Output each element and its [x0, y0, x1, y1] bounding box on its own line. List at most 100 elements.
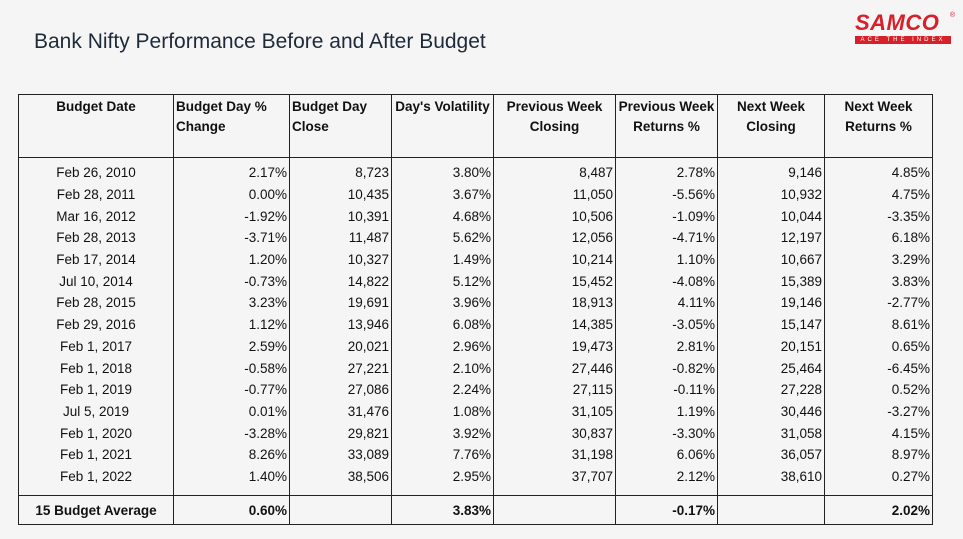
cell-next-week-closing: 30,446	[717, 400, 825, 423]
cell-previous-week-returns: -0.82%	[615, 357, 718, 379]
cell-previous-week-closing: 14,385	[493, 313, 616, 336]
cell-budget-date: Jul 10, 2014	[18, 270, 174, 293]
header-budget-day-change: Budget Day % Change	[173, 94, 290, 158]
spacer-cell	[391, 487, 494, 496]
spacer-cell	[717, 487, 825, 496]
table-row: Feb 1, 2021 8.26% 33,089 7.76% 31,198 6.06% 36…	[18, 443, 933, 466]
cell-previous-week-returns: 1.19%	[615, 400, 718, 423]
cell-next-week-returns: 3.83%	[824, 270, 933, 293]
cell-previous-week-returns: 2.12%	[615, 465, 718, 488]
table-row: Jul 5, 2019 0.01% 31,476 1.08% 31,105 1.19% 30…	[18, 400, 933, 423]
cell-next-week-closing: 20,151	[717, 335, 825, 358]
cell-next-week-closing: 36,057	[717, 443, 825, 466]
samco-logo: SAMCO ACE THE INDEX ®	[855, 12, 955, 48]
average-next-week-closing	[717, 495, 825, 526]
average-row: 15 Budget Average 0.60% 3.83% -0.17% 2.02%	[18, 495, 933, 526]
cell-previous-week-closing: 15,452	[493, 270, 616, 293]
cell-budget-date: Feb 29, 2016	[18, 313, 174, 336]
spacer-cell	[493, 487, 616, 496]
table-row: Feb 1, 2017 2.59% 20,021 2.96% 19,473 2.81% 20…	[18, 335, 933, 358]
cell-days-volatility: 2.96%	[391, 335, 494, 358]
cell-days-volatility: 5.12%	[391, 270, 494, 293]
cell-budget-date: Feb 26, 2010	[18, 157, 174, 184]
cell-previous-week-closing: 27,446	[493, 357, 616, 379]
cell-next-week-closing: 10,044	[717, 205, 825, 228]
cell-budget-date: Feb 1, 2018	[18, 357, 174, 379]
header-budget-date: Budget Date	[18, 94, 174, 158]
cell-next-week-returns: 3.29%	[824, 248, 933, 271]
cell-budget-date: Feb 1, 2021	[18, 443, 174, 466]
cell-previous-week-closing: 10,214	[493, 248, 616, 271]
header-days-volatility: Day's Volatility	[391, 94, 494, 158]
cell-budget-date: Feb 1, 2022	[18, 465, 174, 488]
cell-budget-date: Feb 28, 2015	[18, 292, 174, 314]
cell-days-volatility: 2.95%	[391, 465, 494, 488]
cell-budget-date: Feb 28, 2013	[18, 227, 174, 249]
cell-days-volatility: 5.62%	[391, 227, 494, 249]
cell-budget-date: Jul 5, 2019	[18, 400, 174, 423]
cell-budget-day-close: 10,327	[289, 248, 392, 271]
cell-budget-day-close: 14,822	[289, 270, 392, 293]
cell-previous-week-closing: 31,198	[493, 443, 616, 466]
table-row: Feb 28, 2013 -3.71% 11,487 5.62% 12,056 -4.71…	[18, 227, 933, 249]
spacer-cell	[289, 487, 392, 496]
cell-next-week-closing: 27,228	[717, 378, 825, 401]
cell-next-week-closing: 38,610	[717, 465, 825, 488]
average-budget-day-close	[289, 495, 392, 526]
cell-previous-week-closing: 27,115	[493, 378, 616, 401]
cell-next-week-returns: -2.77%	[824, 292, 933, 314]
cell-days-volatility: 4.68%	[391, 205, 494, 228]
cell-next-week-returns: 4.15%	[824, 422, 933, 444]
cell-previous-week-closing: 18,913	[493, 292, 616, 314]
cell-previous-week-closing: 31,105	[493, 400, 616, 423]
cell-budget-date: Feb 28, 2011	[18, 183, 174, 206]
cell-previous-week-returns: 2.78%	[615, 157, 718, 184]
cell-days-volatility: 3.67%	[391, 183, 494, 206]
cell-next-week-returns: 0.52%	[824, 378, 933, 401]
cell-days-volatility: 2.10%	[391, 357, 494, 379]
table-body: Feb 26, 2010 2.17% 8,723 3.80% 8,487 2.78% 9,1…	[18, 157, 933, 526]
cell-next-week-returns: -3.35%	[824, 205, 933, 228]
cell-budget-day-close: 19,691	[289, 292, 392, 314]
cell-previous-week-returns: -3.30%	[615, 422, 718, 444]
cell-budget-day-change: 2.59%	[173, 335, 290, 358]
cell-budget-day-close: 11,487	[289, 227, 392, 249]
header-previous-week-returns: Previous Week Returns %	[615, 94, 718, 158]
average-days-volatility: 3.83%	[391, 495, 494, 526]
cell-budget-day-close: 27,086	[289, 378, 392, 401]
cell-next-week-returns: 0.65%	[824, 335, 933, 358]
cell-previous-week-returns: -0.11%	[615, 378, 718, 401]
cell-next-week-closing: 10,667	[717, 248, 825, 271]
table-row: Feb 1, 2020 -3.28% 29,821 3.92% 30,837 -3.30%…	[18, 422, 933, 444]
cell-days-volatility: 2.24%	[391, 378, 494, 401]
cell-previous-week-closing: 12,056	[493, 227, 616, 249]
cell-previous-week-returns: 6.06%	[615, 443, 718, 466]
spacer-cell	[173, 487, 290, 496]
cell-next-week-closing: 9,146	[717, 157, 825, 184]
cell-next-week-closing: 25,464	[717, 357, 825, 379]
table-row: Jul 10, 2014 -0.73% 14,822 5.12% 15,452 -4.08…	[18, 270, 933, 293]
cell-budget-day-change: 0.00%	[173, 183, 290, 206]
cell-previous-week-closing: 30,837	[493, 422, 616, 444]
cell-next-week-closing: 15,147	[717, 313, 825, 336]
cell-budget-day-change: 1.12%	[173, 313, 290, 336]
cell-budget-day-close: 8,723	[289, 157, 392, 184]
cell-next-week-returns: 8.97%	[824, 443, 933, 466]
cell-budget-day-change: -1.92%	[173, 205, 290, 228]
cell-budget-day-close: 10,435	[289, 183, 392, 206]
cell-budget-day-close: 13,946	[289, 313, 392, 336]
cell-days-volatility: 7.76%	[391, 443, 494, 466]
registered-mark-icon: ®	[949, 12, 955, 19]
cell-previous-week-returns: -4.08%	[615, 270, 718, 293]
cell-budget-day-change: -0.77%	[173, 378, 290, 401]
spacer-cell	[615, 487, 718, 496]
cell-days-volatility: 3.92%	[391, 422, 494, 444]
cell-next-week-returns: 8.61%	[824, 313, 933, 336]
cell-budget-day-change: 3.23%	[173, 292, 290, 314]
cell-budget-date: Feb 1, 2019	[18, 378, 174, 401]
cell-next-week-closing: 12,197	[717, 227, 825, 249]
table-row: Feb 26, 2010 2.17% 8,723 3.80% 8,487 2.78% 9,1…	[18, 157, 933, 184]
cell-budget-date: Feb 17, 2014	[18, 248, 174, 271]
spacer-row	[18, 487, 933, 496]
